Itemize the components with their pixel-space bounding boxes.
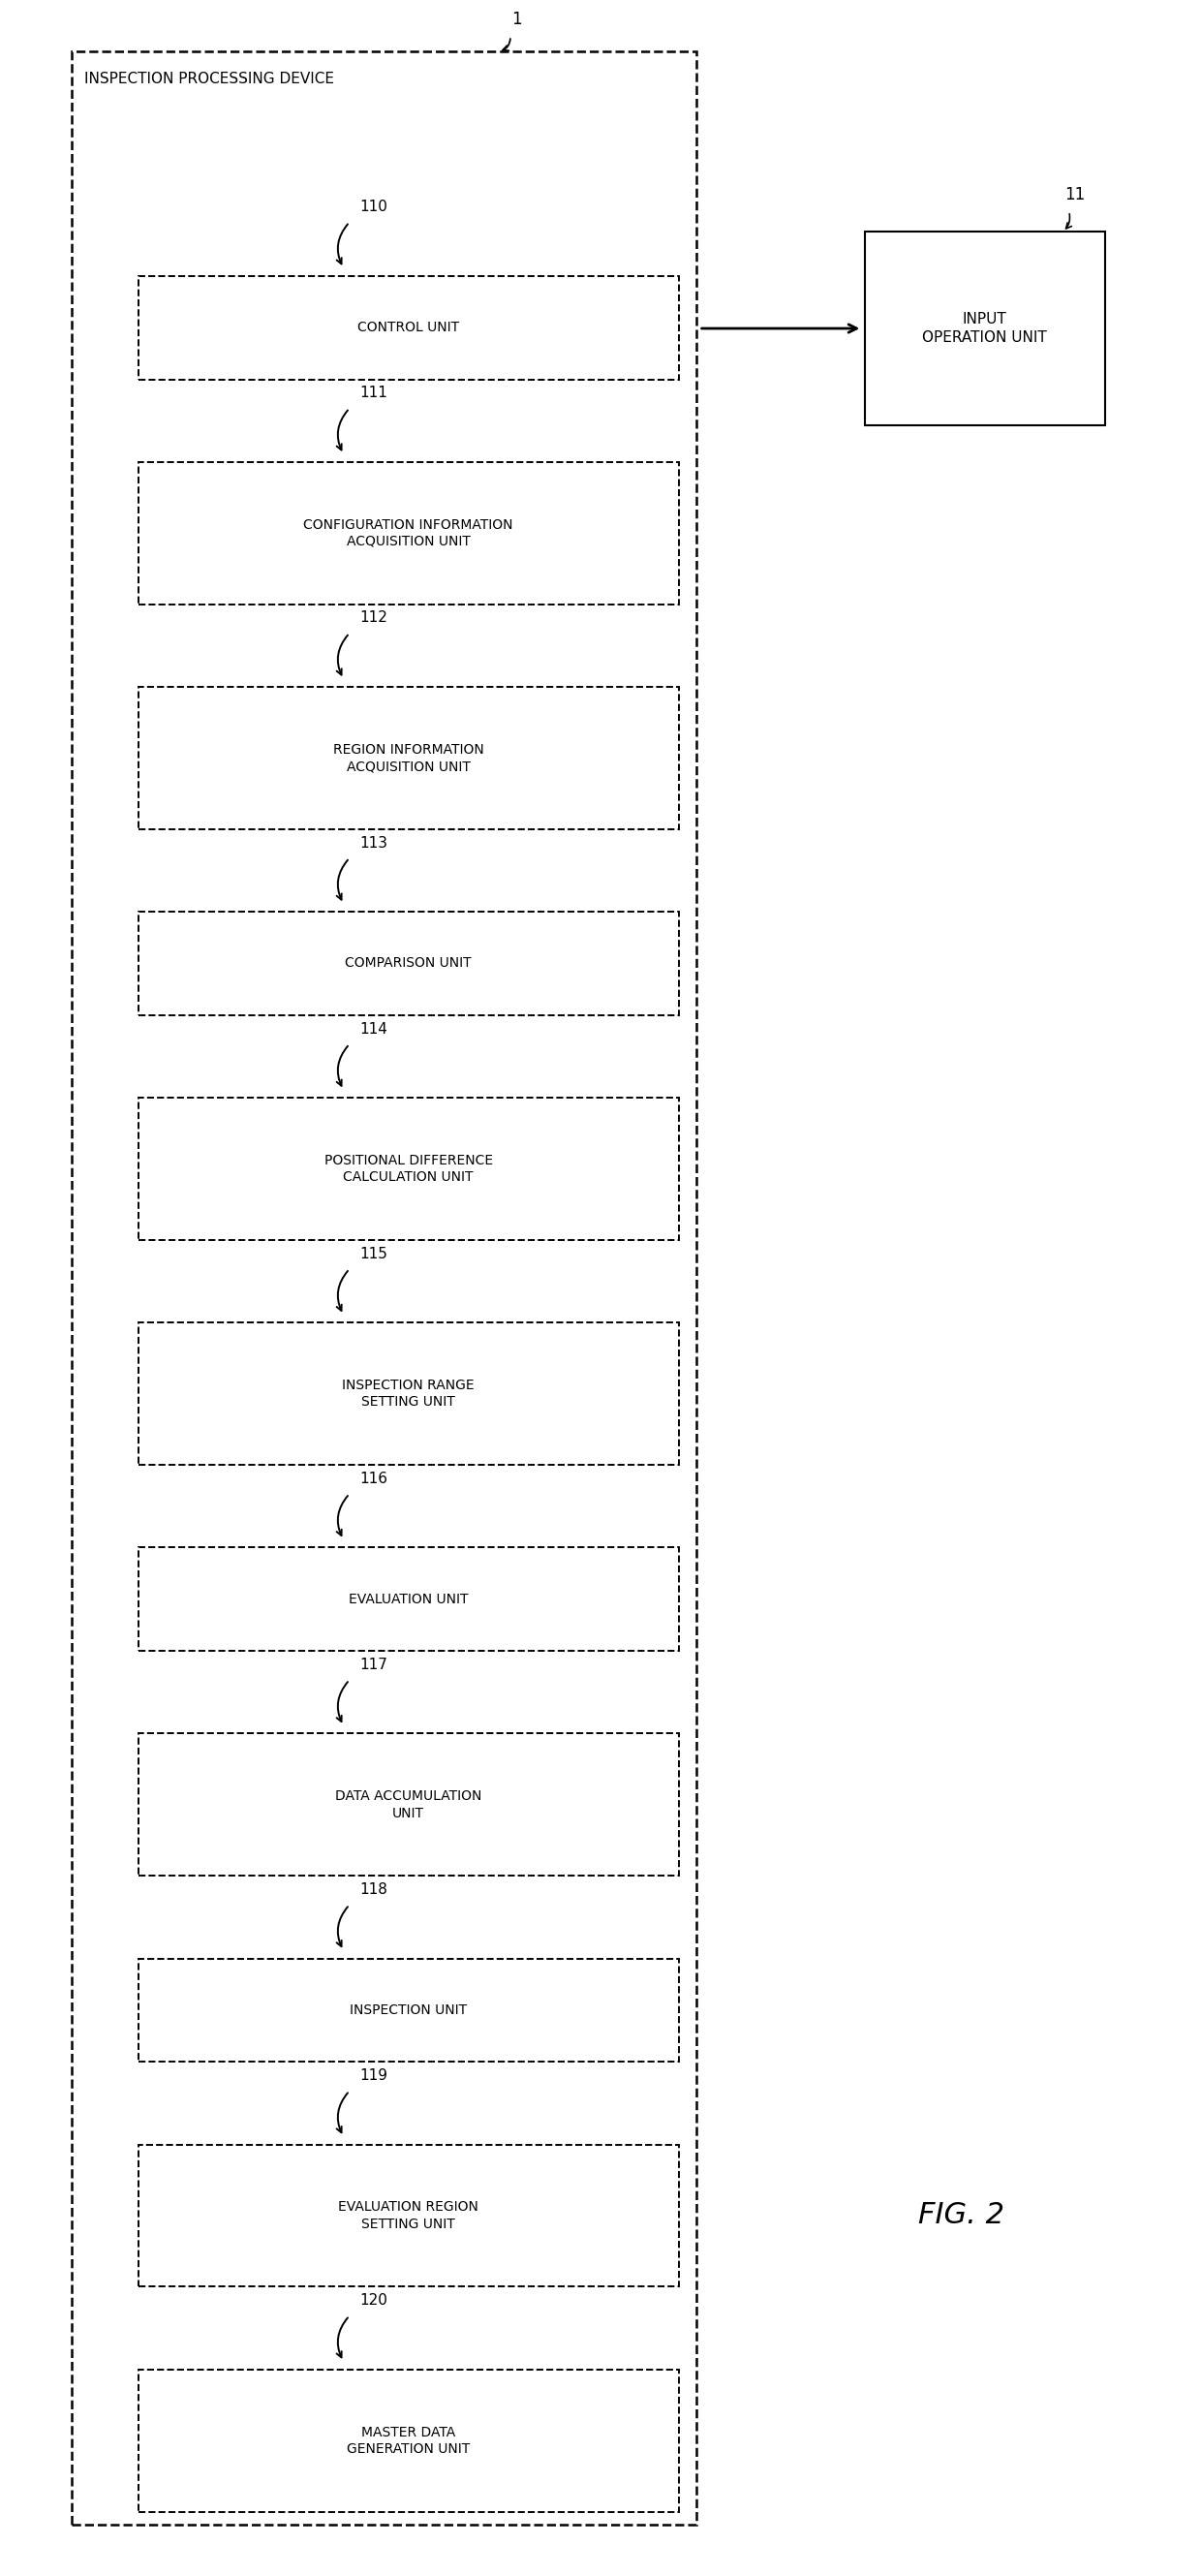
Text: 110: 110	[359, 201, 388, 214]
Text: COMPARISON UNIT: COMPARISON UNIT	[345, 956, 472, 971]
Text: 1: 1	[512, 10, 521, 28]
Text: INPUT
OPERATION UNIT: INPUT OPERATION UNIT	[922, 312, 1047, 345]
Text: INSPECTION UNIT: INSPECTION UNIT	[349, 2004, 467, 2017]
Bar	[138, 1097, 679, 1239]
Text: 11: 11	[1064, 185, 1086, 204]
Bar	[138, 912, 679, 1015]
Bar	[138, 1958, 679, 2061]
Text: EVALUATION REGION
SETTING UNIT: EVALUATION REGION SETTING UNIT	[339, 2200, 478, 2231]
Text: 119: 119	[359, 2069, 388, 2084]
Text: FIG. 2: FIG. 2	[918, 2202, 1004, 2228]
Text: INSPECTION RANGE
SETTING UNIT: INSPECTION RANGE SETTING UNIT	[342, 1378, 474, 1409]
Text: REGION INFORMATION
ACQUISITION UNIT: REGION INFORMATION ACQUISITION UNIT	[333, 742, 484, 773]
Bar	[72, 52, 697, 2524]
Bar	[138, 1321, 679, 1466]
Text: 114: 114	[359, 1023, 388, 1036]
Text: INSPECTION PROCESSING DEVICE: INSPECTION PROCESSING DEVICE	[84, 72, 334, 88]
Bar	[138, 2146, 679, 2287]
Bar	[138, 1734, 679, 1875]
Bar	[138, 2370, 679, 2512]
Text: 118: 118	[359, 1883, 388, 1896]
Text: 111: 111	[359, 386, 388, 399]
Text: EVALUATION UNIT: EVALUATION UNIT	[348, 1592, 468, 1605]
Bar	[138, 688, 679, 829]
Text: 113: 113	[359, 835, 388, 850]
Text: 116: 116	[359, 1471, 388, 1486]
Text: CONTROL UNIT: CONTROL UNIT	[358, 322, 459, 335]
Text: MASTER DATA
GENERATION UNIT: MASTER DATA GENERATION UNIT	[347, 2427, 470, 2455]
Text: POSITIONAL DIFFERENCE
CALCULATION UNIT: POSITIONAL DIFFERENCE CALCULATION UNIT	[324, 1154, 492, 1185]
Text: CONFIGURATION INFORMATION
ACQUISITION UNIT: CONFIGURATION INFORMATION ACQUISITION UN…	[304, 518, 513, 549]
Text: 120: 120	[359, 2293, 388, 2308]
Bar	[138, 461, 679, 605]
Text: 117: 117	[359, 1656, 388, 1672]
Bar	[138, 1548, 679, 1651]
Text: 115: 115	[359, 1247, 388, 1262]
Text: 112: 112	[359, 611, 388, 626]
Text: DATA ACCUMULATION
UNIT: DATA ACCUMULATION UNIT	[335, 1790, 482, 1819]
Bar	[138, 276, 679, 379]
Bar	[865, 232, 1105, 425]
